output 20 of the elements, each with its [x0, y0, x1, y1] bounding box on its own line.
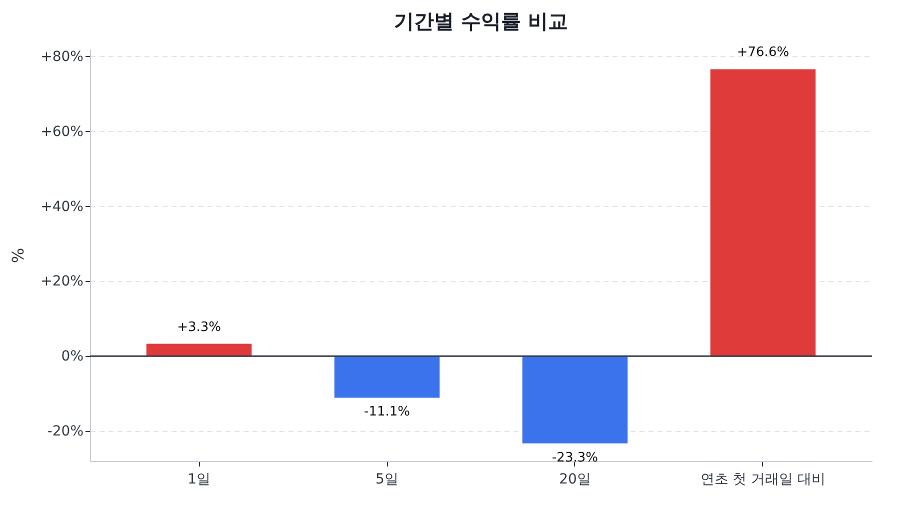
bar [146, 344, 252, 356]
y-tick-label: +40% [40, 198, 84, 215]
x-tick-label: 1일 [188, 472, 210, 488]
data-label: +76.6% [736, 45, 790, 60]
y-tick-label: +60% [40, 124, 84, 140]
y-tick-label: +80% [40, 48, 84, 65]
y-tick-label: -20% [47, 424, 84, 440]
bar [334, 356, 440, 398]
y-axis-title: % [8, 248, 28, 264]
x-tick-label: 5일 [376, 472, 398, 488]
x-tick-label: 연초 첫 거래일 대비 [700, 472, 826, 488]
x-tick-label: 20일 [559, 472, 591, 488]
y-tick-label: 0% [61, 348, 84, 365]
bar [710, 69, 816, 356]
data-label: -23.3% [552, 450, 598, 466]
data-label: -11.1% [364, 404, 410, 420]
chart-title: 기간별 수익률 비교 [394, 9, 568, 34]
data-label: +3.3% [177, 320, 221, 335]
bar [522, 356, 628, 444]
y-tick-label: +20% [40, 274, 84, 290]
